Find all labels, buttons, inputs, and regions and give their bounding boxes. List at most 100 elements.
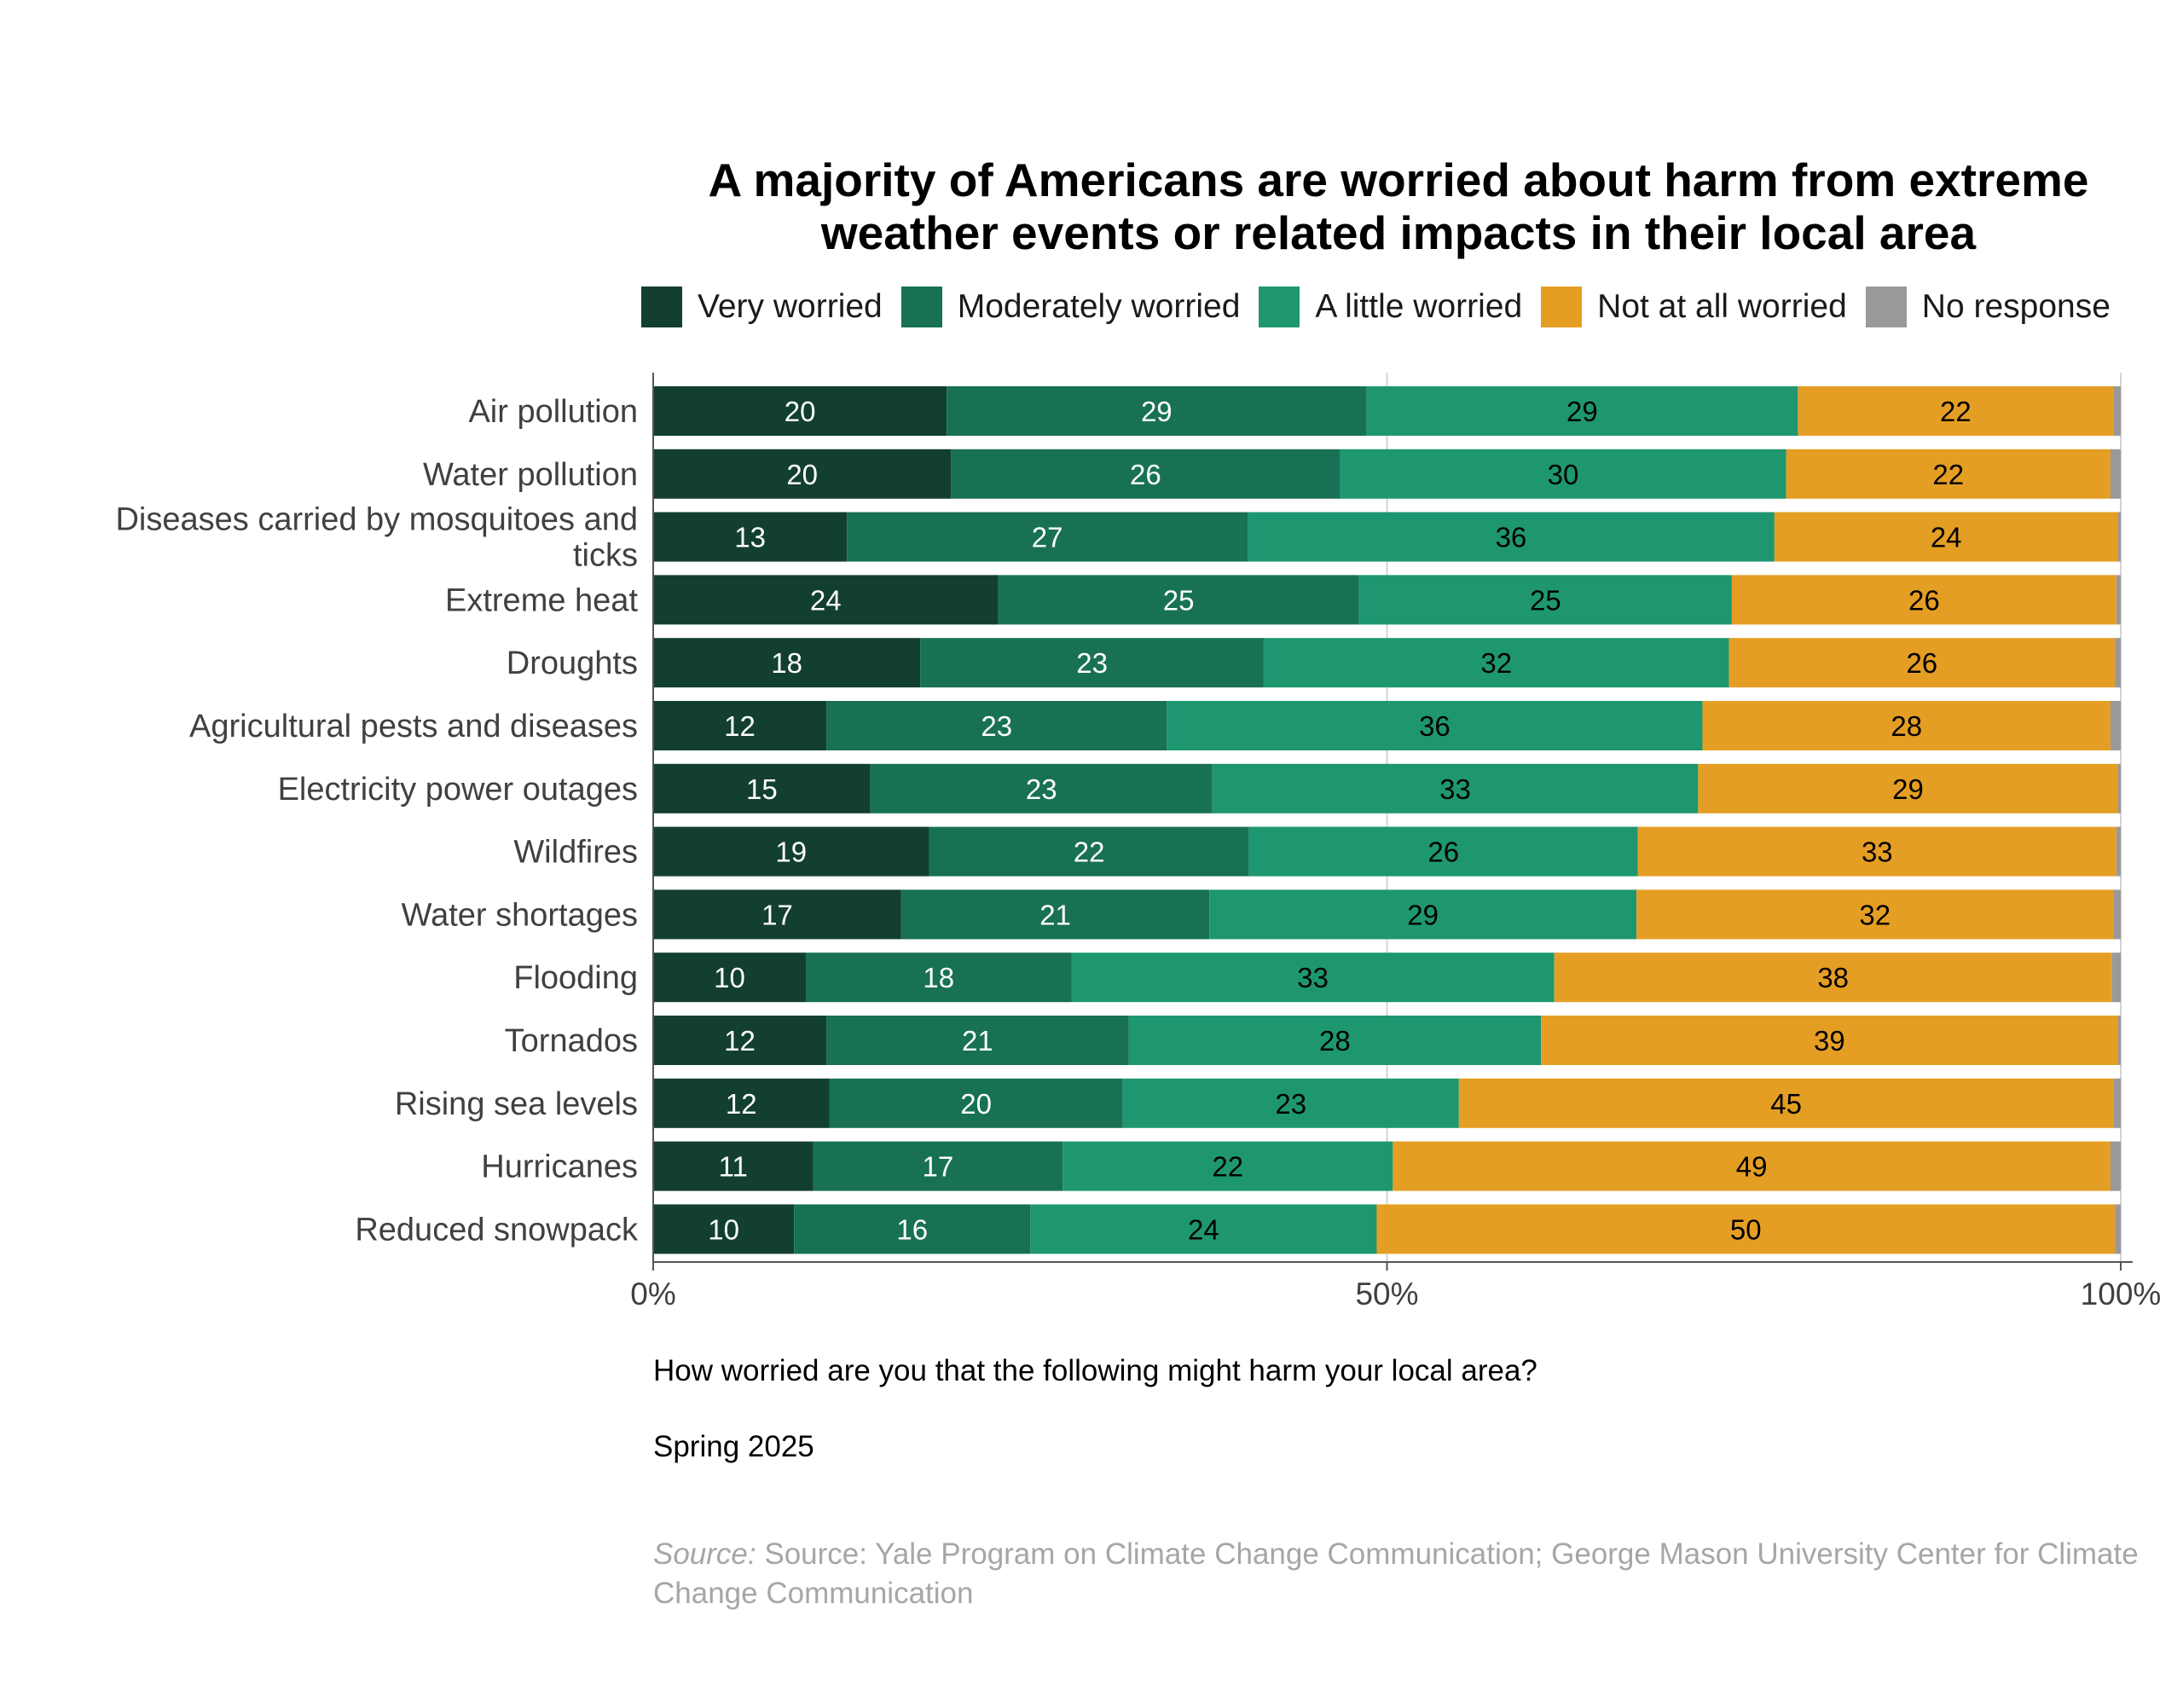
bar-segment xyxy=(900,889,1210,940)
legend-swatch xyxy=(1259,287,1300,327)
data-label: 29 xyxy=(1141,396,1173,427)
category-label: Air pollution xyxy=(468,394,638,430)
data-label: 26 xyxy=(1908,584,1940,616)
category-label: Agricultural pests and diseases xyxy=(189,709,638,744)
data-label: 36 xyxy=(1496,522,1527,553)
bar-segment xyxy=(653,701,827,750)
legend-item: Moderately worried xyxy=(900,287,1240,327)
data-label: 23 xyxy=(1275,1088,1306,1120)
data-label: 20 xyxy=(785,396,816,427)
legend-swatch xyxy=(1541,287,1583,327)
chart-title-line-2: weather events or related impacts in the… xyxy=(820,206,1977,259)
legend-swatch xyxy=(641,287,682,327)
category-label: Droughts xyxy=(507,646,638,681)
data-label: 18 xyxy=(923,962,954,993)
bar-segment xyxy=(1731,575,2116,625)
bar-segment xyxy=(2111,952,2121,1003)
bar-segment xyxy=(2113,889,2121,940)
bar-segment xyxy=(805,952,1072,1003)
bar-segment xyxy=(1122,1078,1459,1128)
legend-item: Not at all worried xyxy=(1541,287,1847,327)
bar-segment xyxy=(2117,763,2121,813)
bar-segment xyxy=(1636,889,2114,940)
bar-segment xyxy=(1728,638,2116,688)
bar-segment xyxy=(2117,512,2121,562)
source-note: Source: Source: Yale Program on Climate … xyxy=(653,1535,2154,1613)
bar-segment xyxy=(947,386,1367,436)
x-tick-label: 50% xyxy=(1355,1277,1418,1311)
bar-segment xyxy=(1554,952,2112,1003)
data-label: 30 xyxy=(1548,459,1579,490)
data-label: 32 xyxy=(1480,647,1512,679)
source-text: Source: Yale Program on Climate Change C… xyxy=(653,1537,2139,1610)
data-label: 33 xyxy=(1297,962,1329,993)
bar-segment xyxy=(1541,1016,2118,1065)
bar-segment xyxy=(2117,1016,2121,1065)
category-label: Hurricanes xyxy=(481,1149,638,1185)
data-label: 11 xyxy=(719,1151,748,1183)
bar-segment xyxy=(998,575,1359,625)
date-note: Spring 2025 xyxy=(653,1430,814,1463)
data-label: 33 xyxy=(1439,773,1471,805)
data-label: 17 xyxy=(761,899,793,930)
data-label: 17 xyxy=(923,1151,954,1183)
legend-label: Very worried xyxy=(698,288,883,325)
category-label: Rising sea levels xyxy=(395,1086,638,1122)
bar-segment xyxy=(2110,701,2121,750)
bar-segment xyxy=(2113,386,2121,436)
category-label: Electricity power outages xyxy=(278,772,638,808)
bar-segment xyxy=(951,449,1340,499)
category-label: Water pollution xyxy=(423,457,638,493)
bar-segment xyxy=(1248,512,1775,562)
bar-segment xyxy=(2110,1141,2121,1191)
data-label: 50 xyxy=(1730,1213,1762,1245)
bar-segment xyxy=(653,638,921,688)
data-label: 23 xyxy=(1076,647,1108,679)
data-label: 45 xyxy=(1770,1088,1802,1120)
x-tick-label: 0% xyxy=(630,1277,675,1311)
bar-segment xyxy=(826,1016,1129,1065)
data-label: 25 xyxy=(1163,584,1195,616)
bar-segment xyxy=(1263,638,1729,688)
bar-segment xyxy=(829,1078,1123,1128)
data-label: 36 xyxy=(1419,710,1451,742)
bar-segment xyxy=(653,449,952,499)
bar-segment xyxy=(1030,1204,1377,1254)
data-label: 29 xyxy=(1407,899,1439,930)
bar-segment xyxy=(653,763,871,813)
legend-item: Very worried xyxy=(641,287,883,327)
bar-segment xyxy=(2110,449,2121,499)
bar-segment xyxy=(2113,1078,2121,1128)
data-label: 10 xyxy=(708,1213,739,1245)
legend-label: No response xyxy=(1921,288,2111,325)
bar-segment xyxy=(1248,826,1638,877)
bar-segment xyxy=(2116,575,2121,625)
data-label: 20 xyxy=(960,1088,992,1120)
bar-segment xyxy=(1637,826,2116,877)
data-label: 10 xyxy=(714,962,745,993)
data-label: 33 xyxy=(1862,837,1893,868)
bar-segment xyxy=(1128,1016,1542,1065)
bar-segment xyxy=(653,512,848,562)
data-label: 26 xyxy=(1130,459,1161,490)
chart-title-line-1: A majority of Americans are worried abou… xyxy=(708,153,2089,206)
bar-segment xyxy=(1212,763,1699,813)
legend-item: A little worried xyxy=(1259,287,1522,327)
legend-label: A little worried xyxy=(1315,288,1523,325)
category-label: Reduced snowpack xyxy=(355,1212,639,1248)
bar-segment xyxy=(653,386,947,436)
bar-segment xyxy=(920,638,1264,688)
category-label: Extreme heat xyxy=(445,582,638,618)
bar-segment xyxy=(653,1204,795,1254)
data-label: 21 xyxy=(1039,899,1071,930)
bar-segment xyxy=(1393,1141,2111,1191)
category-label: Wildfires xyxy=(513,835,638,871)
bar-segment xyxy=(2116,826,2121,877)
data-label: 49 xyxy=(1736,1151,1768,1183)
bar-segment xyxy=(653,1016,827,1065)
legend-swatch xyxy=(1865,287,1907,327)
data-label: 23 xyxy=(1026,773,1057,805)
data-label: 12 xyxy=(724,710,756,742)
bar-segment xyxy=(653,575,999,625)
